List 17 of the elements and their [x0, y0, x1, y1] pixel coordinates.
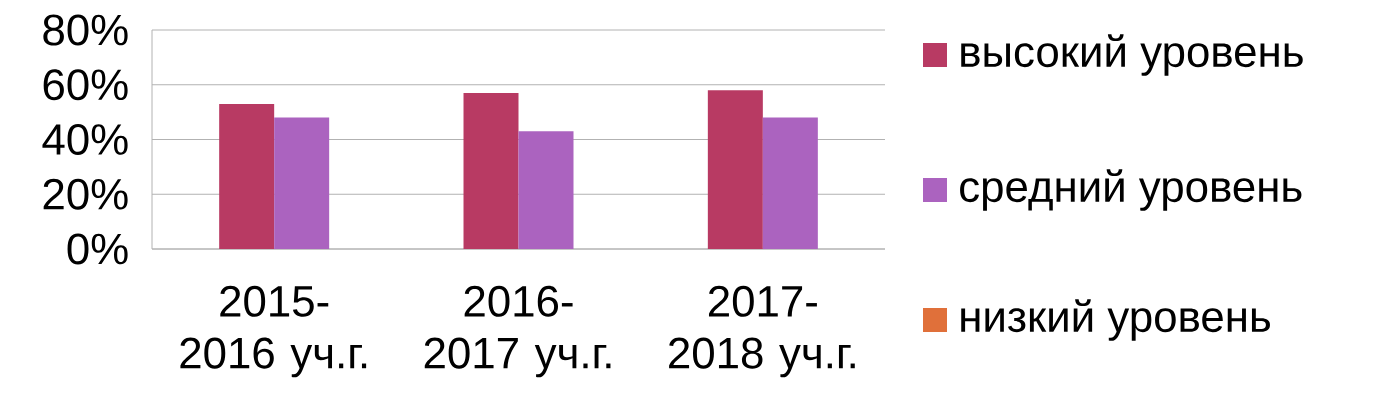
x-tick-label: 2017-2018 уч.г.: [669, 285, 855, 378]
bar: [463, 92, 519, 249]
bar: [762, 117, 818, 249]
bar: [707, 90, 763, 249]
y-tick-label: 80%: [43, 14, 128, 46]
bar: [274, 117, 330, 249]
legend-label: низкий уровень: [961, 299, 1270, 341]
bar: [518, 131, 574, 249]
y-tick-label: 0%: [67, 233, 128, 265]
y-tick-label: 20%: [43, 178, 128, 210]
legend-label: средний уровень: [960, 169, 1302, 211]
y-tick-label: 60%: [43, 69, 128, 101]
x-tick-label: 2016-2017 уч.г.: [424, 285, 611, 378]
y-tick-label: 40%: [42, 123, 128, 156]
bar: [219, 103, 275, 249]
x-tick-label: 2015-2016 уч.г.: [180, 285, 367, 378]
legend-label: высокий уровень: [961, 34, 1303, 76]
